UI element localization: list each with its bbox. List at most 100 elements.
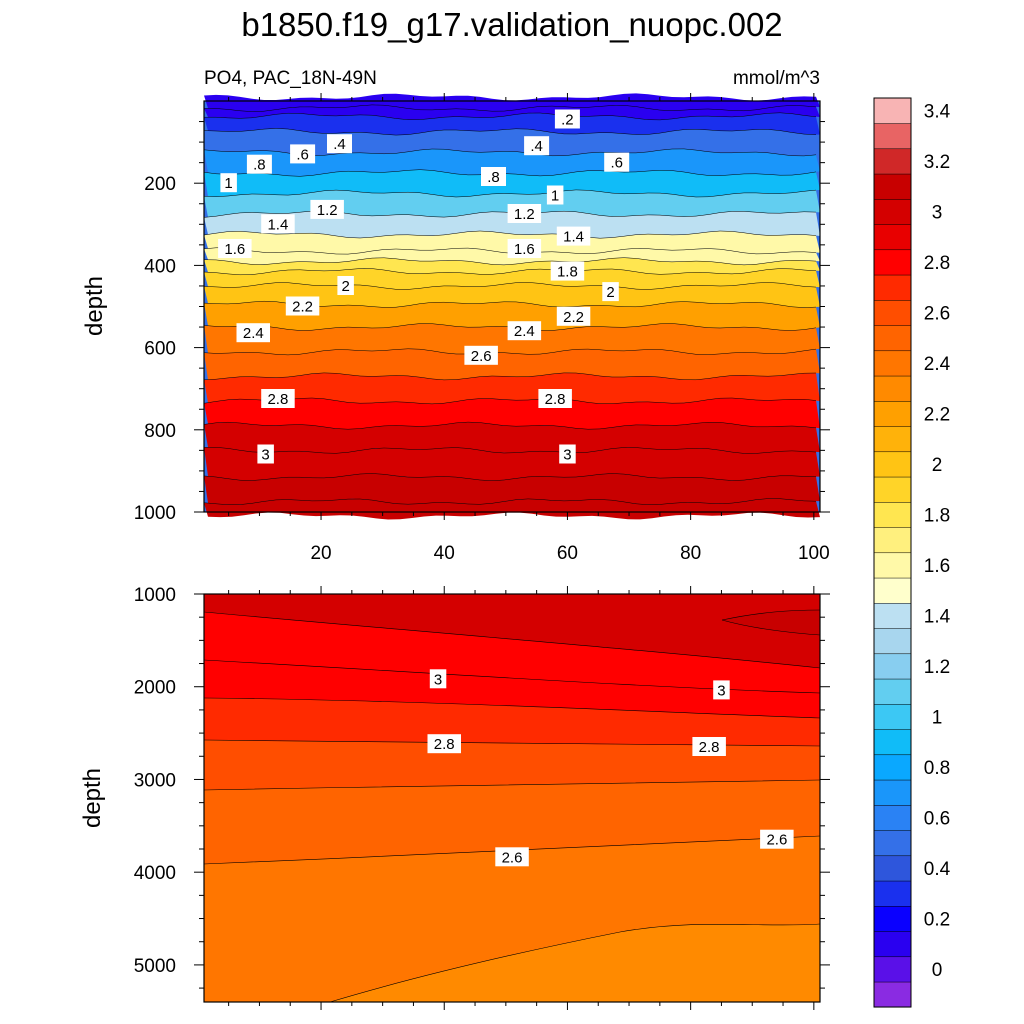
colorbar-swatch: [873, 501, 912, 528]
colorbar-swatch: [873, 224, 912, 251]
contour-label-box: [327, 134, 352, 154]
x-tick-label: 60: [557, 543, 578, 564]
y-tick-label: 1000: [134, 503, 176, 524]
contour-line: [204, 112, 817, 121]
colorbar-swatch: [873, 754, 912, 781]
contour-fill-band: [204, 148, 820, 177]
contour-label-text: 1: [224, 175, 232, 192]
y-tick-label: 2000: [134, 678, 176, 699]
contour-fill-band: [204, 169, 820, 198]
contour-label: 1.2: [507, 204, 542, 223]
colorbar-tick-label: 1.8: [924, 506, 950, 527]
contour-label-box: [261, 214, 295, 234]
colorbar-swatch: [873, 148, 912, 175]
contour-label: 2.4: [507, 321, 542, 341]
contour-label-text: 2.8: [545, 391, 566, 408]
x-tick-label: 20: [310, 543, 331, 564]
contour-label: 1.2: [310, 199, 344, 219]
contour-label-box: [559, 444, 576, 464]
contour-label-box: [692, 737, 726, 756]
contour-label-text: .4: [530, 138, 543, 155]
contour-label-box: [507, 239, 542, 258]
fill-level-2.4: [330, 924, 820, 1002]
contour-label-text: 2.8: [699, 739, 720, 756]
contour-fill-band: [204, 268, 820, 290]
colorbar-swatch: [873, 703, 912, 730]
contour-label-text: 2.6: [766, 832, 787, 849]
contour-fill-band: [204, 257, 820, 275]
contour-label-text: 2: [342, 278, 350, 295]
contour-label-text: 3: [434, 671, 442, 688]
colorbar-tick-label: 1: [932, 708, 943, 729]
colorbar-swatch: [873, 830, 912, 857]
colorbar-tick-label: 0.6: [924, 809, 950, 830]
contour-line: [203, 498, 817, 505]
contour-label-text: 1.8: [557, 264, 578, 281]
contour-line: [721, 609, 821, 621]
contour-label: .8: [481, 167, 506, 186]
contour-label: 2.6: [760, 829, 794, 849]
y-tick-label: 1000: [134, 585, 176, 606]
contour-line: [203, 104, 817, 112]
contour-label-text: 3: [717, 682, 725, 699]
contour-label-box: [507, 321, 542, 341]
colorbar-tick-label: 2.4: [924, 354, 951, 375]
colorbar-swatch: [873, 678, 912, 705]
contour-label: 1.4: [556, 226, 591, 246]
contour-label: 2.8: [427, 734, 461, 754]
fill-level-2.8: [204, 698, 820, 746]
colorbar-swatch: [873, 905, 912, 932]
colorbar-swatch: [873, 375, 912, 402]
colorbar-tick-label: 1.6: [924, 556, 950, 577]
upper-contour-fills: [204, 93, 820, 520]
contour-label-box: [218, 239, 252, 258]
colorbar-swatch: [873, 956, 912, 983]
contour-label: 2.4: [236, 323, 270, 343]
contour-label: .2: [554, 109, 580, 129]
contour-label: 2.8: [261, 389, 295, 408]
contour-line: [203, 447, 817, 454]
colorbar-swatch: [873, 628, 912, 655]
contour-fill-band: [204, 447, 820, 481]
contour-label-box: [427, 734, 461, 754]
x-tick-label: 80: [680, 543, 701, 564]
contour-label-box: [285, 296, 320, 316]
colorbar-swatch: [873, 653, 912, 680]
fill-level-2.7: [204, 740, 820, 790]
contour-label-box: [602, 282, 619, 302]
contour-label: 1.6: [218, 239, 252, 258]
contour-fill-band: [204, 498, 820, 520]
contour-label-box: [429, 669, 447, 689]
contour-label: 1: [546, 185, 564, 205]
colorbar: 0 0.2 0.4 0.6 0.8 1 1.2 1.4 1.6 1.8 2 2.2 2.4 2.6 2.8 3…: [873, 97, 951, 1008]
contour-line: [203, 697, 821, 719]
contour-label-text: 1.4: [267, 216, 288, 233]
y-tick-label: 400: [144, 256, 176, 277]
contour-label: 3: [257, 444, 274, 464]
lower-y-axis-label: depth: [79, 768, 106, 828]
contour-label-box: [337, 276, 354, 295]
colorbar-swatch: [873, 299, 912, 326]
contour-line: [203, 128, 817, 136]
colorbar-tick-label: 1.4: [924, 607, 951, 628]
contour-label-box: [538, 389, 572, 408]
colorbar-swatch: [873, 779, 912, 806]
colorbar-tick-label: 0: [932, 960, 943, 981]
subtitle-left: PO4, PAC_18N-49N: [204, 68, 377, 89]
contour-label-text: 3: [261, 447, 269, 464]
contour-line: [203, 230, 817, 239]
upper-axis-ticks: 20 40 60 80 100 200 400 600 800 1000: [134, 93, 830, 564]
colorbar-swatch: [873, 931, 912, 958]
contour-label-box: [713, 680, 730, 700]
colorbar-swatch: [873, 274, 912, 301]
lower-contour-labels: 3 3 2.8 2.8 2.6 2.6: [427, 669, 794, 867]
contour-label: 2.2: [556, 306, 591, 326]
contour-label-text: 2.8: [267, 391, 288, 408]
contour-label-text: 2.2: [563, 309, 584, 326]
contour-fill-band: [204, 104, 820, 120]
chart-title: b1850.f19_g17.validation_nuopc.002: [241, 6, 782, 43]
colorbar-tick-label: 2.2: [924, 405, 950, 426]
contour-label: 1.8: [550, 261, 585, 281]
contour-label: .6: [290, 144, 316, 164]
